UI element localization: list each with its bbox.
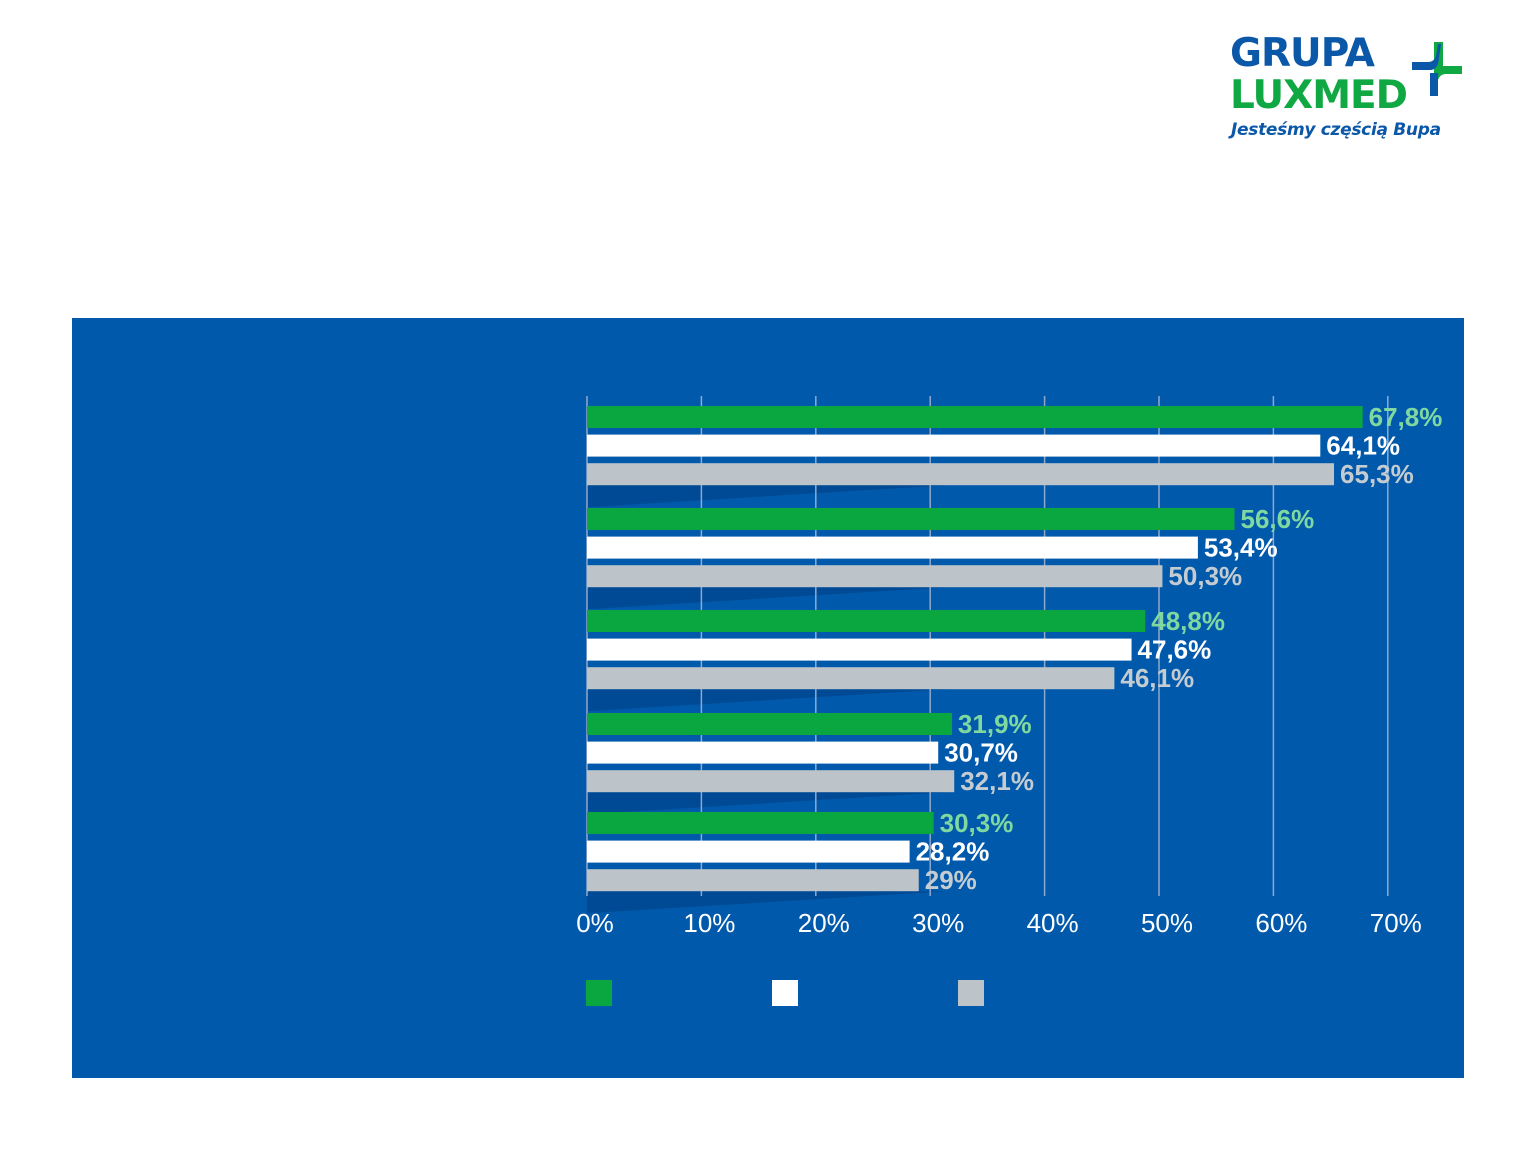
logo-text-grupa: GRUPA: [1230, 31, 1375, 76]
bar: [587, 840, 910, 863]
bar-group-shadow: [587, 485, 947, 508]
legend-swatch-white: [772, 980, 798, 1006]
data-label: 48,8%: [1151, 606, 1225, 636]
data-label: 56,6%: [1241, 504, 1315, 534]
chart-panel: 67,8% 56,6% 48,8% 31,9% 30,3% 64,1% 53,4% 47,6%…: [72, 318, 1464, 1078]
bar: [587, 667, 1115, 690]
bar-group-shadow: [587, 587, 947, 610]
x-tick-label: 20%: [798, 908, 850, 938]
legend-swatch-green: [586, 980, 612, 1006]
legend-swatch-gray: [958, 980, 984, 1006]
data-label: 29%: [925, 865, 977, 895]
bar: [587, 770, 955, 793]
bar-group-shadow: [587, 689, 947, 712]
bar: [587, 565, 1163, 588]
bar-group-shadow: [587, 792, 947, 815]
bar: [587, 812, 934, 834]
luxmed-cross-icon: [1412, 42, 1462, 96]
bar: [587, 463, 1335, 486]
data-label: 30,3%: [940, 808, 1014, 838]
x-tick-label: 70%: [1370, 908, 1422, 938]
bar: [587, 434, 1321, 457]
x-tick-label: 30%: [912, 908, 964, 938]
x-tick-label: 0%: [576, 908, 614, 938]
data-label: 32,1%: [960, 766, 1034, 796]
data-label: 65,3%: [1340, 459, 1414, 489]
data-label: 47,6%: [1138, 635, 1212, 665]
bar: [587, 406, 1363, 428]
logo-text-luxmed: LUXMED: [1230, 73, 1408, 118]
bar: [587, 741, 939, 764]
bar-group-shadow: [587, 891, 947, 914]
data-label: 31,9%: [958, 709, 1032, 739]
logo-tagline: Jesteśmy częścią Bupa: [1231, 120, 1441, 140]
luxmed-logo: GRUPA LUXMED Jesteśmy częścią Bupa: [1228, 30, 1468, 145]
data-label: 46,1%: [1120, 663, 1194, 693]
data-label: 28,2%: [916, 837, 990, 867]
bar: [587, 536, 1198, 559]
x-tick-label: 50%: [1141, 908, 1193, 938]
data-label: 53,4%: [1204, 533, 1278, 563]
x-tick-label: 60%: [1255, 908, 1307, 938]
x-tick-label: 10%: [683, 908, 735, 938]
bar: [587, 638, 1132, 661]
bar-chart: 67,8% 56,6% 48,8% 31,9% 30,3% 64,1% 53,4% 47,6%…: [576, 396, 1443, 938]
bar: [587, 713, 952, 735]
data-label: 64,1%: [1326, 431, 1400, 461]
data-label: 30,7%: [944, 738, 1018, 768]
bar: [587, 508, 1235, 530]
bar: [587, 869, 919, 892]
data-label: 50,3%: [1168, 561, 1242, 591]
data-label: 67,8%: [1369, 402, 1443, 432]
x-tick-label: 40%: [1027, 908, 1079, 938]
bar: [587, 610, 1146, 632]
